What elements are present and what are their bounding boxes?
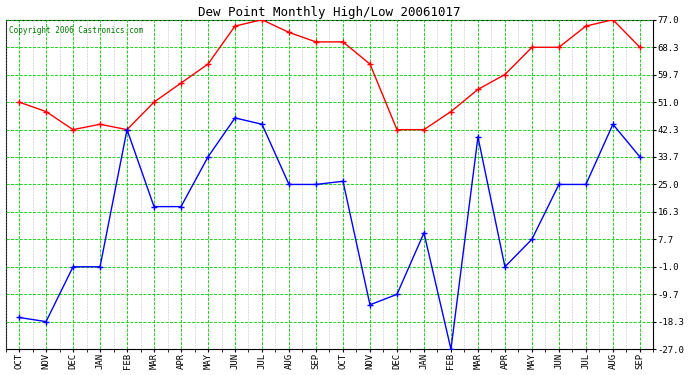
Title: Dew Point Monthly High/Low 20061017: Dew Point Monthly High/Low 20061017 (198, 6, 461, 18)
Text: Copyright 2006 Castronics.com: Copyright 2006 Castronics.com (9, 26, 143, 35)
